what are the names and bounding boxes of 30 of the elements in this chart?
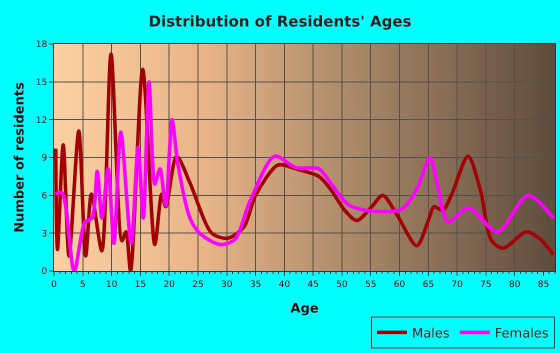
y-tick-label: 3 <box>41 229 48 240</box>
x-tick-label: 5 <box>80 280 86 290</box>
chart-title: Distribution of Residents' Ages <box>148 12 412 30</box>
x-tick-label: 50 <box>336 280 348 290</box>
y-axis-title: Number of residents <box>12 82 28 233</box>
x-tick-label: 80 <box>508 280 521 290</box>
y-tick-label: 12 <box>36 116 48 126</box>
x-tick-label: 40 <box>278 280 290 290</box>
x-tick-label: 65 <box>422 280 434 290</box>
x-tick-label: 70 <box>451 280 464 290</box>
y-tick-label: 9 <box>41 154 48 164</box>
x-tick-label: 0 <box>51 280 58 290</box>
legend-label: Males <box>412 326 450 342</box>
x-tick-label: 85 <box>538 280 550 290</box>
y-tick-label: 18 <box>36 40 48 50</box>
x-tick-label: 30 <box>221 280 233 290</box>
x-tick-label: 10 <box>106 280 118 290</box>
legend-label: Females <box>494 326 549 342</box>
y-tick-label: 15 <box>36 78 48 88</box>
x-tick-label: 15 <box>134 280 146 290</box>
x-tick-label: 35 <box>250 280 262 290</box>
x-tick-label: 75 <box>480 280 492 290</box>
y-tick-label: 0 <box>41 267 48 278</box>
x-tick-label: 60 <box>394 280 406 290</box>
x-tick-label: 25 <box>192 280 204 290</box>
y-tick-label: 6 <box>41 191 48 202</box>
x-tick-label: 45 <box>307 280 319 290</box>
x-tick-label: 55 <box>364 280 376 290</box>
x-axis-title: Age <box>290 301 319 316</box>
x-tick-label: 20 <box>163 280 176 290</box>
